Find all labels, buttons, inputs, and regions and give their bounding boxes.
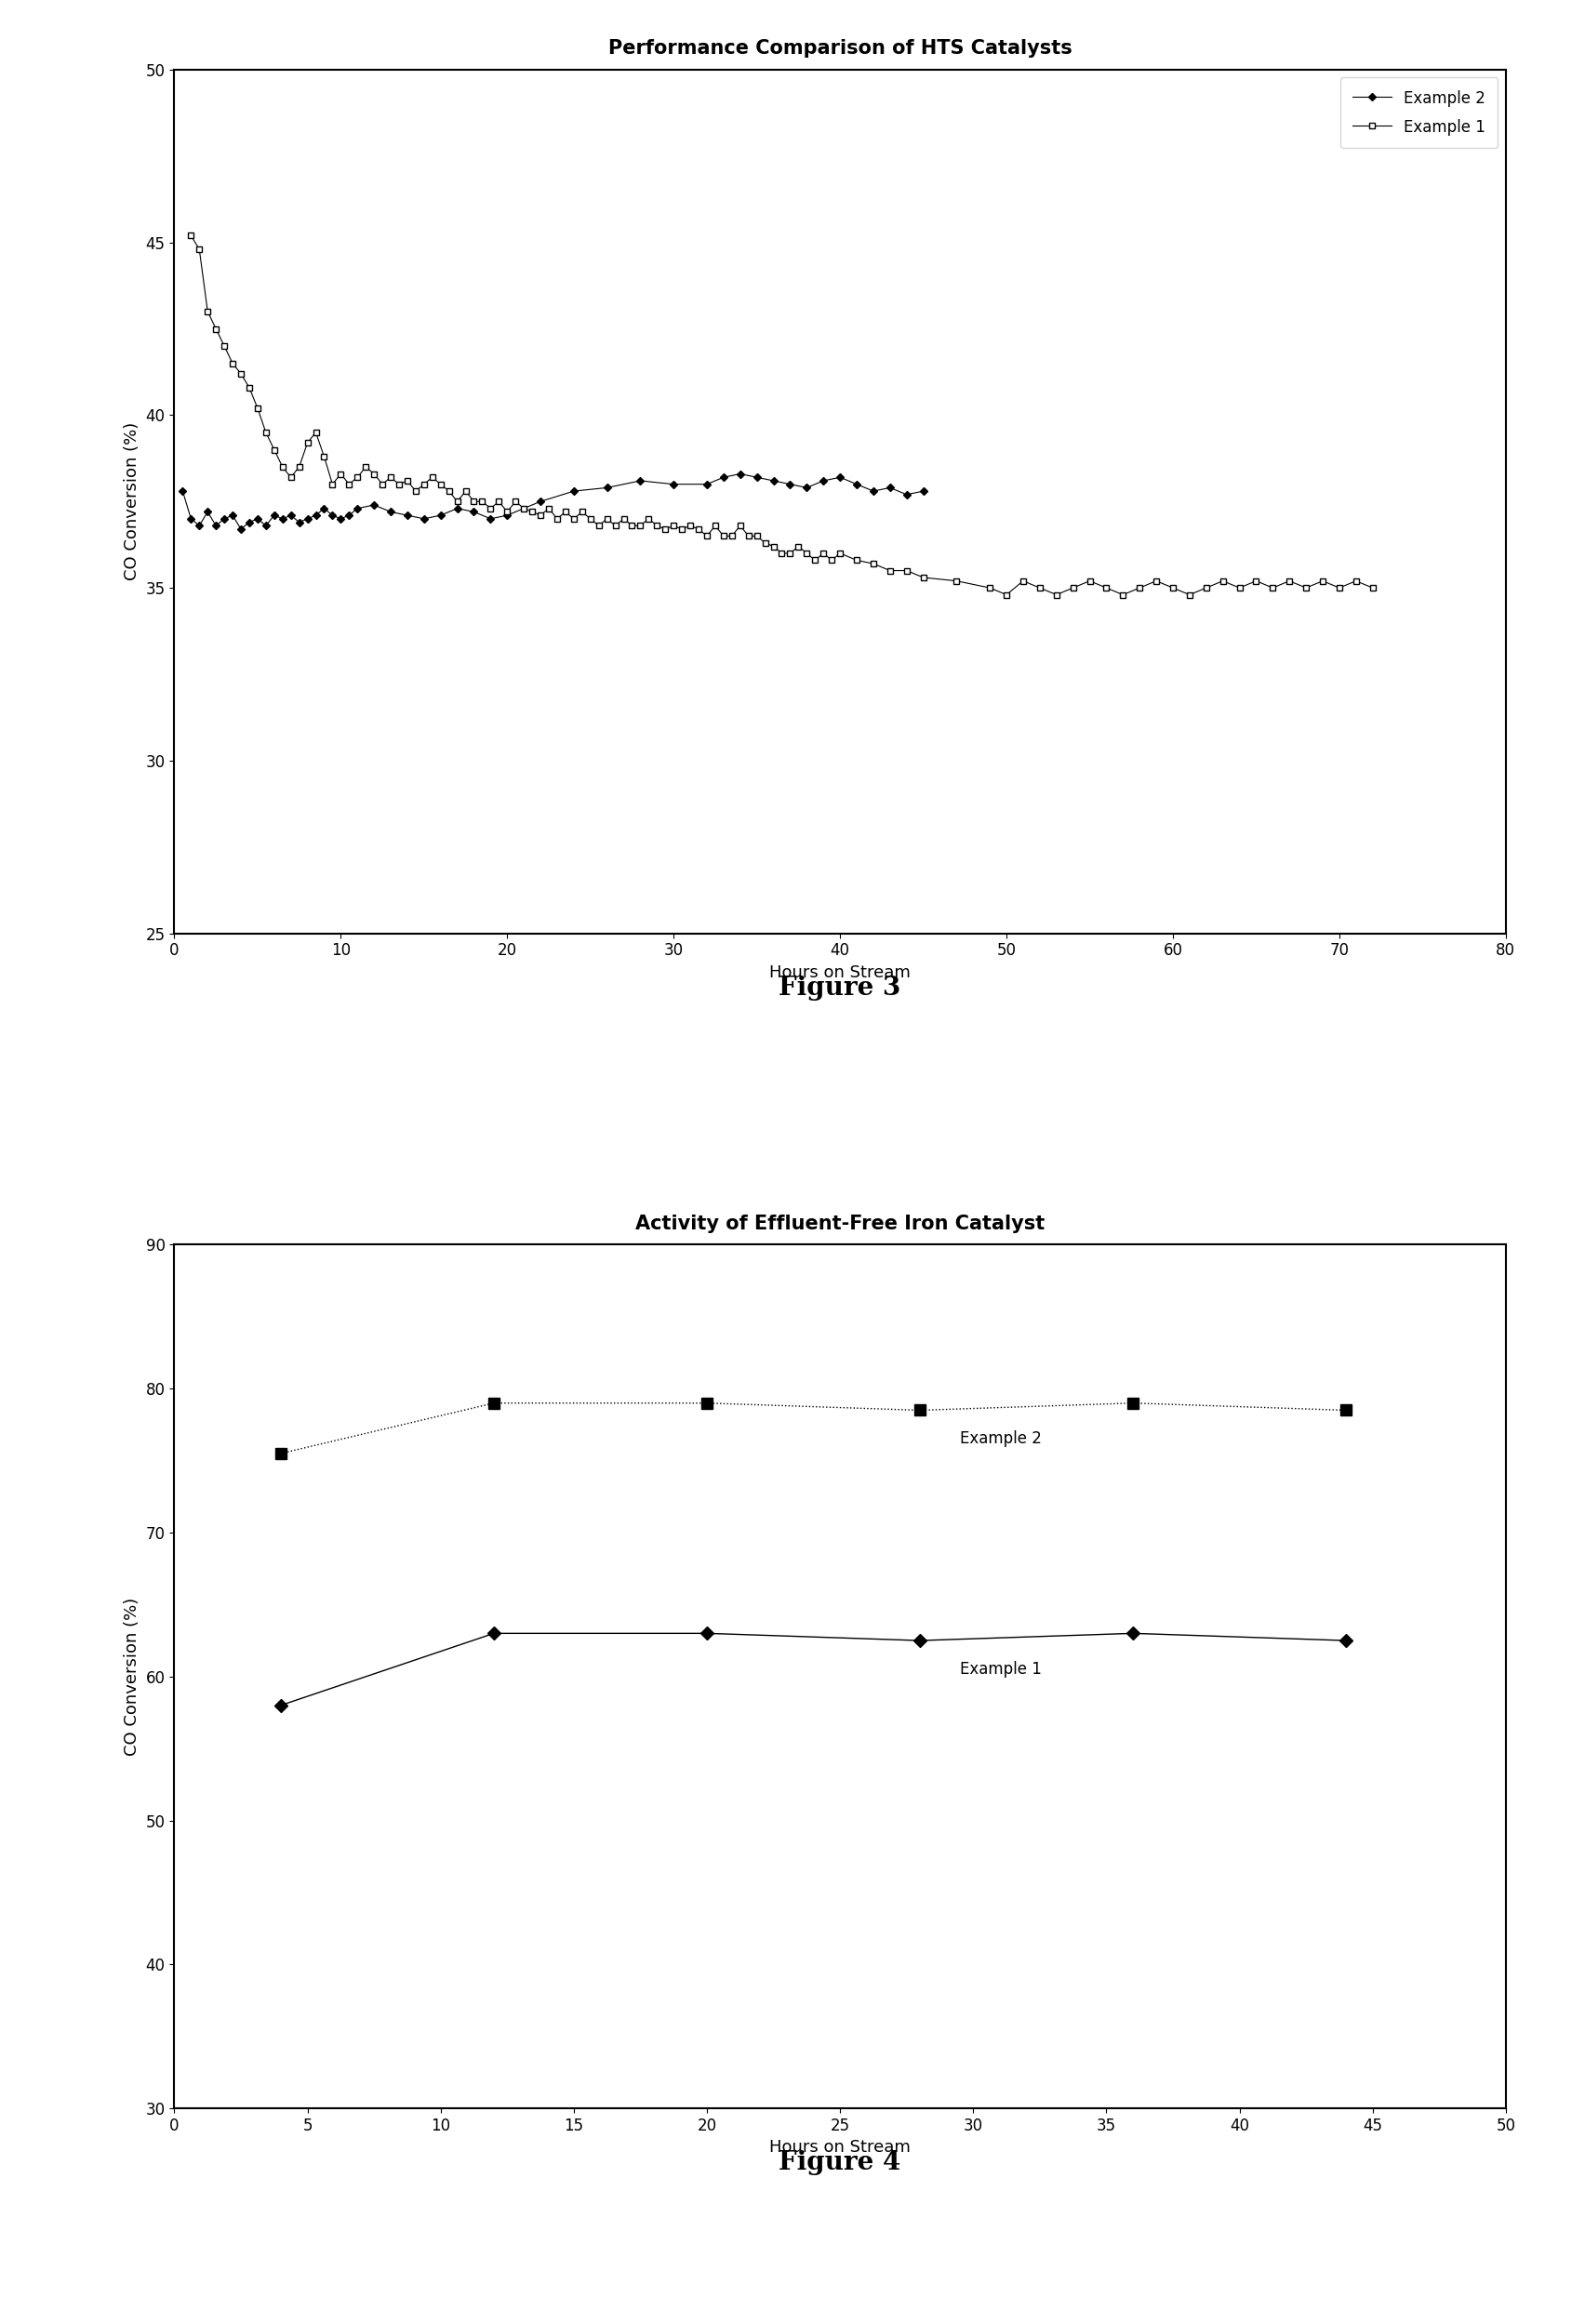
Example 2	[231, 516, 250, 544]
Example 2	[273, 504, 292, 532]
Example 2	[780, 469, 799, 497]
Example 2	[713, 462, 732, 490]
Example 2	[815, 467, 834, 495]
Example 2	[306, 502, 325, 530]
X-axis label: Hours on Stream: Hours on Stream	[769, 2140, 911, 2157]
Example 1	[181, 221, 200, 249]
Example 1	[247, 395, 266, 423]
Example 2	[347, 495, 366, 523]
Example 2	[265, 502, 284, 530]
Text: Figure 3: Figure 3	[778, 976, 902, 999]
Example 2	[881, 474, 900, 502]
Example 2	[239, 509, 258, 537]
Example 2	[846, 469, 865, 497]
Text: Example 1: Example 1	[961, 1662, 1041, 1678]
Example 2	[913, 476, 932, 504]
Example 2	[365, 490, 384, 518]
Line: Example 2: Example 2	[181, 472, 926, 532]
Title: Performance Comparison of HTS Catalysts: Performance Comparison of HTS Catalysts	[609, 40, 1071, 58]
Y-axis label: CO Conversion (%): CO Conversion (%)	[124, 1597, 141, 1755]
X-axis label: Hours on Stream: Hours on Stream	[769, 964, 911, 981]
Example 1	[772, 539, 791, 567]
Example 2	[223, 502, 243, 530]
Example 2	[748, 462, 767, 490]
Example 2	[323, 502, 342, 530]
Y-axis label: CO Conversion (%): CO Conversion (%)	[124, 423, 141, 581]
Example 1	[480, 495, 499, 523]
Example 2	[764, 467, 783, 495]
Example 2	[447, 495, 466, 523]
Example 2	[247, 504, 266, 532]
Example 2	[464, 497, 483, 525]
Example 2	[290, 509, 309, 537]
Example 2	[531, 488, 550, 516]
Example 2	[498, 502, 517, 530]
Example 2	[480, 504, 499, 532]
Example 2	[431, 502, 450, 530]
Example 2	[314, 495, 333, 523]
Example 2	[257, 511, 276, 539]
Example 2	[697, 469, 716, 497]
Example 2	[173, 476, 192, 504]
Example 2	[897, 481, 916, 509]
Example 2	[380, 497, 399, 525]
Example 1	[672, 516, 691, 544]
Example 2	[415, 504, 434, 532]
Example 2	[190, 511, 209, 539]
Example 2	[206, 511, 225, 539]
Example 2	[564, 476, 583, 504]
Example 1	[664, 511, 683, 539]
Example 2	[331, 504, 350, 532]
Legend: Example 2, Example 1: Example 2, Example 1	[1341, 77, 1498, 149]
Example 2	[298, 504, 317, 532]
Example 2	[664, 469, 683, 497]
Example 2	[198, 497, 217, 525]
Text: Figure 4: Figure 4	[778, 2150, 902, 2175]
Example 2	[398, 502, 417, 530]
Example 2	[797, 474, 816, 502]
Example 1	[431, 469, 450, 497]
Example 2	[181, 504, 200, 532]
Example 2	[598, 474, 617, 502]
Line: Example 1: Example 1	[187, 232, 1376, 597]
Example 2	[339, 502, 358, 530]
Example 2	[214, 504, 235, 532]
Example 1	[997, 581, 1016, 609]
Example 2	[282, 502, 301, 530]
Text: Example 2: Example 2	[961, 1432, 1041, 1448]
Example 2	[731, 460, 750, 488]
Example 2	[831, 462, 850, 490]
Title: Activity of Effluent-Free Iron Catalyst: Activity of Effluent-Free Iron Catalyst	[636, 1215, 1045, 1234]
Example 1	[1363, 574, 1382, 602]
Example 2	[864, 476, 883, 504]
Example 2	[631, 467, 650, 495]
